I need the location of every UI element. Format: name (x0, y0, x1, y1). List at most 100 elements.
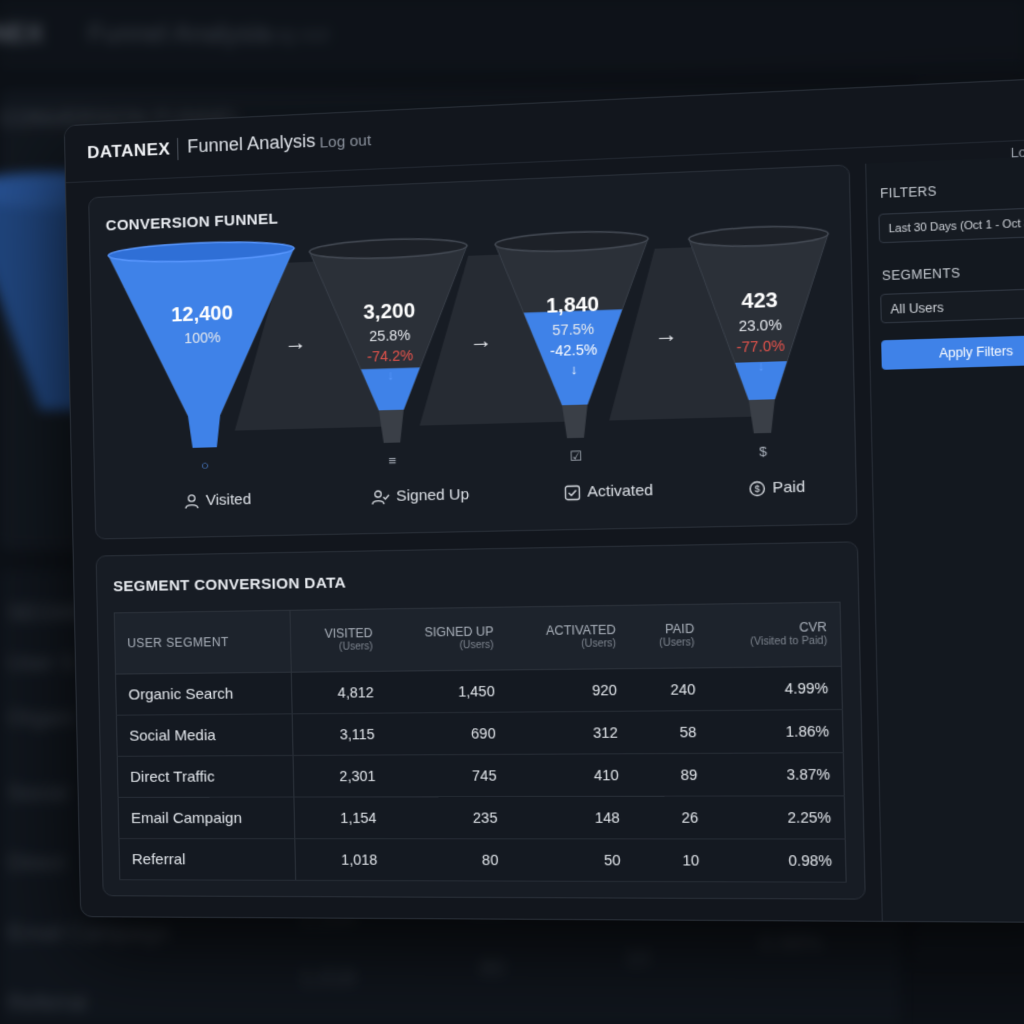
arrow-right-icon: → (654, 321, 678, 348)
funnel-chart: 12,400 100% ○ → 3,200 25.8% -74.2% ↓ ≡ → 1,840 57.5… (89, 165, 856, 538)
cell-signed-up: 80 (389, 839, 511, 881)
conversion-funnel-panel: CONVERSION FUNNEL 12,400 100% ○ → 3,200 25.8%… (88, 164, 857, 539)
stage-name: Visited (206, 491, 252, 509)
apply-filters-button[interactable]: Apply Filters (881, 334, 1024, 370)
stage-name: Activated (587, 482, 653, 501)
segment-table: USER SEGMENT VISITED (Users) SIGNED UP (Us… (114, 602, 847, 883)
cell-segment: Direct Traffic (117, 755, 294, 797)
arrow-right-icon: → (284, 329, 307, 355)
col-header: SIGNED UP (Users) (384, 607, 506, 671)
user-check-icon: ≡ (388, 453, 396, 469)
date-range-field[interactable]: Last 30 Days (Oct 1 - Oct 30, 2023) (878, 206, 1024, 243)
svg-text:$: $ (754, 483, 760, 494)
cell-activated: 410 (509, 754, 632, 797)
col-header: PAID (Users) (628, 604, 708, 668)
cell-visited: 3,115 (292, 713, 387, 755)
bg-row: Direct (8, 850, 65, 876)
bg-row: Email Campaign (8, 920, 169, 946)
brand-logo: DATANEX (87, 139, 171, 163)
stage-rate: 23.0% (738, 316, 782, 334)
stage-label-paid: $ Paid (748, 478, 805, 497)
bg-num: 80 (480, 955, 504, 981)
bg-row: Organi (8, 705, 74, 731)
bg-row: Social (8, 780, 68, 806)
cell-cvr: 4.99% (708, 666, 842, 710)
user-icon (183, 493, 199, 509)
col-header: VISITED (Users) (290, 609, 386, 672)
checkbox-icon: ☑ (570, 448, 583, 464)
segments-title: SEGMENTS (882, 266, 961, 284)
cell-signed-up: 690 (387, 712, 509, 755)
table-row: Referral 1,018 80 50 10 0.98% (119, 839, 846, 883)
bg-logout: Log out (262, 24, 329, 47)
cell-visited: 4,812 (291, 671, 386, 714)
stage-rate: 25.8% (369, 327, 410, 345)
down-arrow-icon: ↓ (570, 361, 577, 377)
stage-label-visited: Visited (183, 491, 251, 510)
cell-visited: 1,154 (294, 797, 389, 839)
stage-rate: 100% (184, 329, 220, 346)
table-row: Email Campaign 1,154 235 148 26 2.25% (118, 796, 845, 839)
col-header: ACTIVATED (Users) (506, 605, 630, 670)
cell-cvr: 3.87% (710, 753, 844, 796)
cell-signed-up: 235 (388, 797, 510, 839)
down-arrow-icon: ↓ (757, 358, 764, 374)
stage-drop: -42.5% (550, 341, 597, 359)
user-check-icon (371, 488, 390, 505)
table-title: SEGMENT CONVERSION DATA (113, 574, 346, 595)
segment-data-panel: SEGMENT CONVERSION DATA USER SEGMENT VIS… (96, 541, 866, 899)
cell-segment: Referral (119, 839, 296, 881)
bg-row: User S (8, 650, 75, 676)
filters-sidebar: FILTERS Last 30 Days (Oct 1 - Oct 30, 20… (865, 154, 1024, 923)
cell-cvr: 1.86% (709, 710, 843, 754)
bg-num: 0.98% (760, 930, 822, 956)
stage-value: 12,400 (171, 302, 233, 326)
dollar-icon: $ (748, 480, 766, 497)
cell-activated: 312 (508, 711, 631, 754)
dashboard-window: DATANEX Funnel Analysis Log out Log out … (64, 76, 1024, 923)
cell-signed-up: 1,450 (386, 670, 508, 713)
cell-paid: 10 (633, 839, 713, 882)
funnel-neck (749, 399, 776, 433)
funnel-neck (188, 415, 221, 448)
filters-title: FILTERS (880, 184, 937, 201)
cell-paid: 26 (632, 796, 712, 839)
segment-select[interactable]: All Users ⌄ (880, 288, 1024, 324)
cell-segment: Social Media (116, 714, 293, 757)
col-header: CVR (Visited to Paid) (707, 602, 842, 668)
checkbox-icon (564, 484, 581, 501)
user-icon: ○ (201, 457, 209, 472)
table-row: Direct Traffic 2,301 745 410 89 3.87% (117, 753, 844, 798)
arrow-right-icon: → (469, 327, 493, 354)
stage-value: 3,200 (363, 300, 415, 324)
bg-num: 1,018 (300, 965, 355, 991)
stage-name: Paid (772, 478, 805, 497)
cell-cvr: 2.25% (711, 796, 845, 839)
col-header: USER SEGMENT (114, 610, 291, 674)
cell-activated: 50 (511, 839, 634, 882)
stage-drop: -77.0% (736, 337, 785, 355)
funnel-neck (562, 405, 588, 439)
cell-activated: 148 (510, 796, 633, 839)
cell-signed-up: 745 (388, 754, 510, 796)
stage-rate: 57.5% (552, 320, 594, 338)
cell-paid: 58 (630, 711, 710, 754)
cell-segment: Organic Search (116, 672, 293, 715)
dollar-icon: $ (759, 443, 767, 459)
cell-activated: 920 (507, 669, 630, 713)
segment-select-value: All Users (890, 300, 944, 317)
stage-name: Signed Up (396, 486, 469, 505)
brand-divider (177, 138, 178, 160)
bg-brand: NEX (0, 18, 43, 49)
stage-label-activated: Activated (564, 482, 654, 502)
cell-paid: 240 (629, 668, 709, 711)
logout-link[interactable]: Log out (319, 132, 371, 152)
bg-title: Funnel Analysis (88, 18, 270, 49)
funnel-neck (379, 410, 405, 443)
table-row: Social Media 3,115 690 312 58 1.86% (116, 710, 843, 757)
bg-num: 10 (625, 945, 649, 971)
table-header-row: USER SEGMENT VISITED (Users) SIGNED UP (Us… (114, 602, 841, 674)
cell-segment: Email Campaign (118, 797, 295, 839)
stage-label-signed-up: Signed Up (371, 486, 469, 506)
stage-value: 423 (741, 289, 778, 313)
